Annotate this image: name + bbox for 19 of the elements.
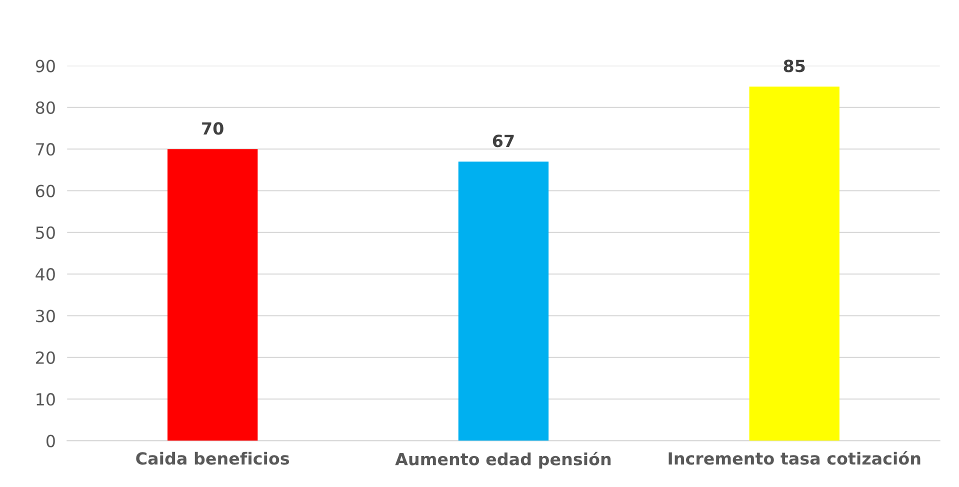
bar (749, 86, 840, 441)
data-label: 85 (784, 60, 805, 72)
y-tick-label: 20 (36, 351, 55, 364)
y-tick-label: 50 (36, 226, 55, 239)
data-label: 70 (202, 122, 224, 135)
y-tick-label: 40 (36, 268, 55, 281)
y-tick-label: 80 (36, 101, 55, 114)
bar (167, 149, 258, 441)
x-tick-label: Aumento edad pensión (395, 452, 611, 469)
y-tick-label: 10 (36, 393, 55, 406)
y-tick-label: 60 (36, 184, 55, 198)
y-tick-label: 0 (46, 434, 55, 448)
bar (458, 162, 549, 441)
y-tick-label: 90 (36, 60, 55, 72)
x-tick-label: Caida beneficios (136, 452, 290, 465)
y-tick-label: 30 (36, 310, 55, 322)
y-tick-label: 70 (36, 143, 55, 156)
data-label: 67 (492, 134, 514, 148)
x-tick-label: Incremento tasa cotización (668, 451, 920, 465)
